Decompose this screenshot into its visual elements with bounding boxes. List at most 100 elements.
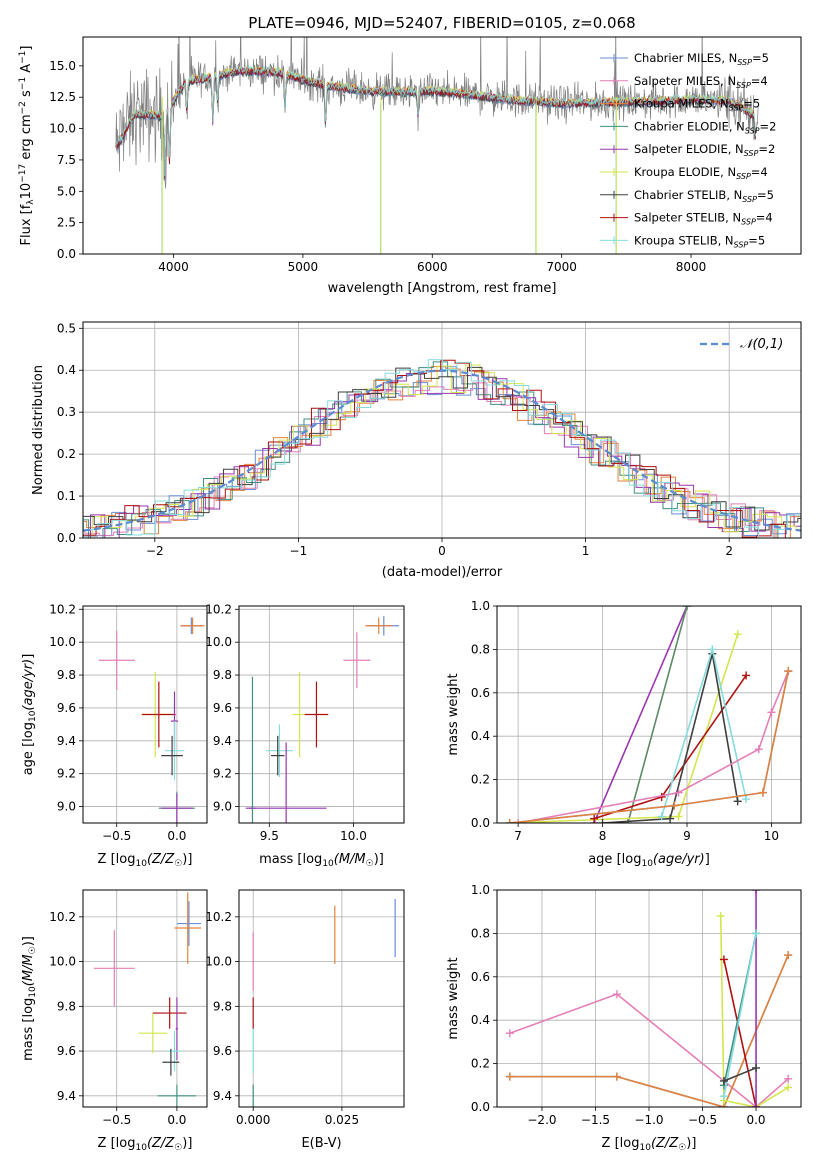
x-tick-label: 0.000 xyxy=(236,1113,270,1127)
y-tick-label: 9.4 xyxy=(213,1089,232,1103)
x-axis-label: Z [log10(Z/Z☉)] xyxy=(602,1136,697,1153)
histogram-orange xyxy=(83,366,801,538)
legend-entry: Kroupa STELIB, NSSP=5 xyxy=(634,233,765,249)
mass-vs-ebv-plot-area xyxy=(239,890,404,1107)
y-tick-label: 0.2 xyxy=(471,1057,490,1071)
y-tick-label: 9.0 xyxy=(213,800,232,814)
y-tick-label: 0.4 xyxy=(471,729,490,743)
legend-entry: Kroupa ELODIE, NSSP=4 xyxy=(634,165,768,181)
histogram-red xyxy=(83,359,801,538)
legend-entry: Chabrier MILES, NSSP=5 xyxy=(634,51,769,67)
y-tick-label: 0.0 xyxy=(471,1100,490,1114)
y-tick-label: 0.8 xyxy=(471,642,490,656)
x-tick-label: −0.5 xyxy=(102,1113,131,1127)
y-axis-label: age [log10(age/yr)] xyxy=(21,654,38,776)
weight-line-orange xyxy=(509,670,790,823)
y-tick-label: 10.0 xyxy=(49,635,76,649)
x-axis-label: age [log10(age/yr)] xyxy=(588,852,710,869)
y-tick-label: 2.5 xyxy=(57,216,76,230)
y-tick-label: 0.4 xyxy=(471,1013,490,1027)
weight-line-yellow xyxy=(719,916,789,1107)
y-tick-label: 9.8 xyxy=(213,668,232,682)
x-tick-label: 8000 xyxy=(676,260,707,274)
y-tick-label: 9.8 xyxy=(57,668,76,682)
y-tick-label: 15.0 xyxy=(49,59,76,73)
x-tick-label: −0.5 xyxy=(688,1113,717,1127)
weight-vs-Z-plot-area xyxy=(497,890,801,1107)
y-tick-label: 9.4 xyxy=(57,1089,76,1103)
y-tick-label: 12.5 xyxy=(49,90,76,104)
age-vs-mass-plot-area xyxy=(239,606,404,823)
x-tick-label: 7 xyxy=(514,829,522,843)
y-tick-label: 9.4 xyxy=(213,734,232,748)
y-tick-label: 9.2 xyxy=(57,767,76,781)
y-tick-label: 0.0 xyxy=(57,531,76,545)
weight-line-red xyxy=(723,959,757,1107)
legend-entry: Salpeter STELIB, NSSP=4 xyxy=(634,211,773,227)
x-tick-label: −1.0 xyxy=(634,1113,663,1127)
axes-frame xyxy=(496,889,802,1108)
y-tick-label: 10.2 xyxy=(205,910,232,924)
axes-frame xyxy=(82,321,802,539)
normal-curve xyxy=(83,369,801,532)
histogram-purple xyxy=(83,373,801,538)
y-tick-label: 0.4 xyxy=(57,363,76,377)
histogram-yellow xyxy=(83,364,801,538)
histogram-cyan xyxy=(83,359,801,538)
y-tick-label: 9.2 xyxy=(213,767,232,781)
plot-layer: 4000 5000 6000 7000 80000.02.55.07.510.012.5… xyxy=(18,36,802,1153)
y-tick-label: 0.3 xyxy=(57,405,76,419)
histogram-blue xyxy=(83,366,801,538)
y-axis-label: mass weight xyxy=(446,957,461,1039)
x-tick-label: 4000 xyxy=(158,260,189,274)
histogram-dark xyxy=(83,366,801,531)
axes-frame xyxy=(82,36,802,255)
y-tick-label: 9.0 xyxy=(57,800,76,814)
x-tick-label: 8 xyxy=(599,829,607,843)
axes-frame xyxy=(238,889,405,1108)
y-axis-label: mass [log10(M/M☉)] xyxy=(21,936,38,1061)
x-axis-label: Z [log10(Z/Z☉)] xyxy=(98,1136,193,1153)
y-tick-label: 9.6 xyxy=(57,1044,76,1058)
weight-line-green xyxy=(627,606,688,823)
figure-title: PLATE=0946, MJD=52407, FIBERID=0105, z=0… xyxy=(248,14,635,32)
y-tick-label: 10.2 xyxy=(205,602,232,616)
x-axis-label: (data-model)/error xyxy=(382,565,503,580)
x-axis-label: wavelength [Angstrom, rest frame] xyxy=(328,281,557,296)
x-tick-label: 5000 xyxy=(288,260,319,274)
y-tick-label: 0.0 xyxy=(57,247,76,261)
x-tick-label: 2 xyxy=(725,544,733,558)
y-tick-label: 0.0 xyxy=(471,816,490,830)
x-tick-label: 6000 xyxy=(417,260,448,274)
x-tick-label: −1.5 xyxy=(581,1113,610,1127)
y-tick-label: 10.0 xyxy=(205,635,232,649)
weight-line-cyan xyxy=(723,933,757,1097)
weight-line-pink xyxy=(509,993,789,1107)
weight-vs-age-plot-area xyxy=(497,606,801,823)
x-tick-label: 1 xyxy=(582,544,590,558)
y-tick-label: 10.0 xyxy=(49,955,76,969)
axes-frame xyxy=(496,605,802,824)
x-axis-label: E(B-V) xyxy=(301,1136,341,1151)
axes-frame xyxy=(82,889,208,1108)
y-tick-label: 0.6 xyxy=(471,686,490,700)
y-tick-label: 10.0 xyxy=(205,955,232,969)
y-tick-label: 1.0 xyxy=(471,599,490,613)
y-tick-label: 10.2 xyxy=(49,910,76,924)
y-tick-label: 0.1 xyxy=(57,489,76,503)
y-tick-label: 1.0 xyxy=(471,883,490,897)
x-tick-label: −2.0 xyxy=(527,1113,556,1127)
y-tick-label: 0.2 xyxy=(471,773,490,787)
legend-entry: 𝒩(0,1) xyxy=(740,337,783,352)
x-tick-label: 0.025 xyxy=(325,1113,359,1127)
y-tick-label: 9.6 xyxy=(213,1044,232,1058)
y-tick-label: 9.6 xyxy=(57,701,76,715)
x-tick-label: 10 xyxy=(764,829,779,843)
x-tick-label: 0 xyxy=(438,544,446,558)
weight-line-cyan xyxy=(660,646,747,817)
y-tick-label: 10.2 xyxy=(49,602,76,616)
x-tick-label: −2 xyxy=(146,544,164,558)
residuals-plot-area xyxy=(83,322,801,538)
legend-entry: Salpeter ELODIE, NSSP=2 xyxy=(634,142,775,158)
x-axis-label: mass [log10(M/M☉)] xyxy=(259,852,384,869)
